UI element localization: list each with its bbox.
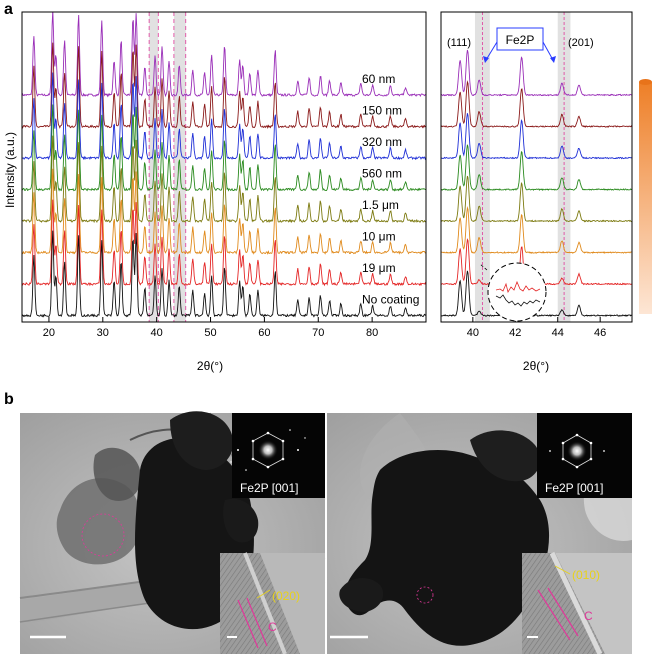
peak-111-label: (111): [447, 37, 471, 49]
zoom-x-tick-label: 44: [552, 327, 564, 339]
hrtem-right-plane-label: (010): [572, 568, 600, 582]
zoom-series-line: [441, 270, 632, 318]
inset-red-trace: [495, 280, 541, 294]
hrtem-left-carbon-label: C: [268, 620, 277, 634]
inset-connector: [479, 263, 488, 271]
y-axis-label: Intensity (a.u.): [3, 132, 17, 208]
thickness-gradient-cap: [639, 79, 652, 85]
main-plot-frame: [21, 11, 427, 323]
main-x-tick-label: 20: [43, 327, 55, 339]
fe2p-arrow-right: [542, 41, 554, 61]
zoom-xrd-series: [441, 49, 632, 318]
zoom-series-line: [441, 49, 632, 97]
fe2p-arrowhead-right: [550, 56, 556, 63]
main-x-tick-label: 50: [204, 327, 216, 339]
main-x-axis-label: 2θ(°): [197, 359, 223, 373]
thickness-gradient-bar: [639, 82, 652, 314]
main-x-tick-label: 60: [258, 327, 270, 339]
main-xrd-series: [22, 12, 426, 318]
saed-left-label: Fe2P [001]: [240, 481, 299, 495]
zoom-x-tick-label: 46: [594, 327, 606, 339]
zoom-x-tick-label: 42: [509, 327, 521, 339]
main-series-line: [22, 12, 426, 98]
zoom-x-tick-label: 40: [467, 327, 479, 339]
fe2p-box: [496, 27, 544, 51]
main-x-ticks: 20 30 40 50 60 70 80: [43, 317, 378, 339]
main-series-labels: 60 nm 150 nm 320 nm 560 nm 1.5 μm 10 μm 19 μm N…: [362, 72, 419, 307]
zoom-x-ticks: 40 42 44 46: [467, 317, 606, 339]
hrtem-inset-left: [220, 552, 325, 654]
zoom-series-line: [441, 144, 632, 191]
zoom-inset-circle: [487, 262, 547, 322]
series-label: No coating: [362, 293, 419, 307]
series-label: 19 μm: [362, 261, 396, 275]
main-x-tick-label: 30: [97, 327, 109, 339]
main-series-line: [22, 72, 426, 161]
main-series-line: [22, 230, 426, 318]
panel-b-label: b: [4, 391, 14, 408]
fe2p-label: Fe2P: [506, 33, 535, 47]
fe2p-arrow-left: [485, 41, 498, 61]
main-x-tick-label: 70: [312, 327, 324, 339]
fe2p-arrowhead-left: [483, 56, 489, 63]
zoom-x-axis-label: 2θ(°): [523, 359, 549, 373]
series-label: 1.5 μm: [362, 198, 399, 212]
saed-inset-right: [537, 413, 632, 498]
hrtem-right-carbon-label: C: [584, 609, 593, 623]
zoom-series-line: [441, 206, 632, 255]
series-label: 10 μm: [362, 230, 396, 244]
zoom-series-line: [441, 113, 632, 160]
zoom-series-line: [441, 80, 632, 128]
saed-inset-left: [230, 413, 325, 498]
main-series-line: [22, 135, 426, 224]
series-label: 150 nm: [362, 104, 402, 118]
zoom-plot-frame: [440, 11, 633, 323]
inset-black-trace: [495, 294, 541, 307]
main-x-tick-label: 80: [366, 327, 378, 339]
hrtem-left-plane-label: (020): [272, 589, 300, 603]
panel-a-label: a: [4, 1, 13, 18]
hrtem-inset-right: [522, 551, 632, 654]
peak-201-label: (201): [568, 37, 594, 49]
main-series-line: [22, 168, 426, 255]
series-label: 320 nm: [362, 135, 402, 149]
main-x-tick-label: 40: [151, 327, 163, 339]
series-label: 560 nm: [362, 167, 402, 181]
series-label: 60 nm: [362, 72, 395, 86]
main-series-line: [22, 199, 426, 287]
main-series-line: [22, 42, 426, 129]
saed-right-label: Fe2P [001]: [545, 481, 604, 495]
zoom-series-line: [441, 175, 632, 223]
main-series-line: [22, 104, 426, 192]
